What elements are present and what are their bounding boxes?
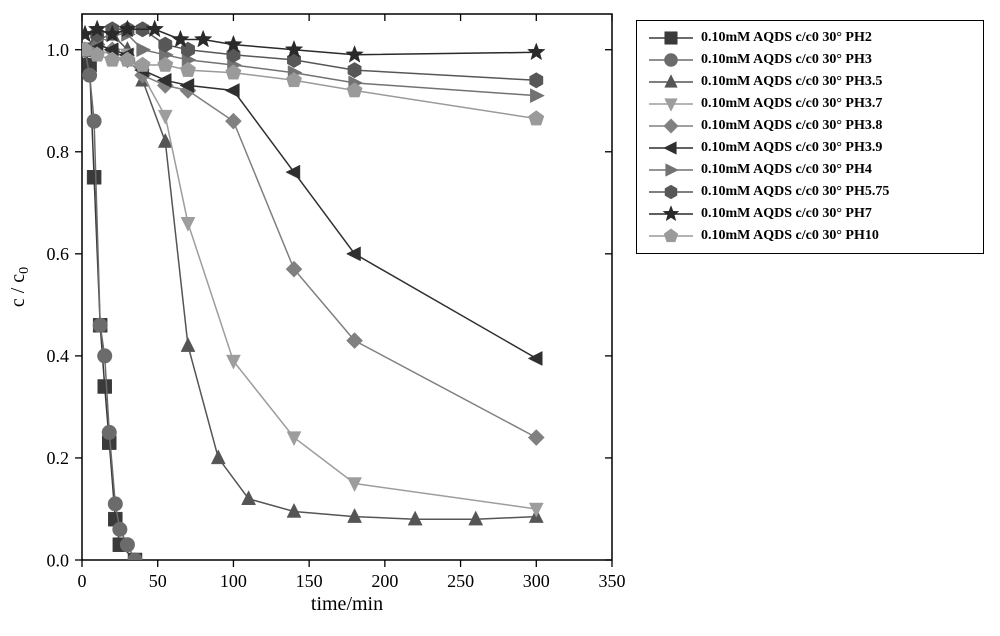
- svg-text:0.0: 0.0: [47, 550, 70, 570]
- legend-row-ph4: 0.10mM AQDS c/c0 30° PH4: [647, 159, 973, 181]
- series-ph3_7: [78, 44, 543, 517]
- svg-text:c / c0: c / c0: [7, 267, 32, 307]
- svg-text:time/min: time/min: [311, 593, 383, 615]
- legend-label: 0.10mM AQDS c/c0 30° PH3.7: [701, 96, 882, 112]
- series-group: [76, 20, 545, 567]
- legend-row-ph5_75: 0.10mM AQDS c/c0 30° PH5.75: [647, 181, 973, 203]
- legend-row-ph3_9: 0.10mM AQDS c/c0 30° PH3.9: [647, 137, 973, 159]
- legend-label: 0.10mM AQDS c/c0 30° PH4: [701, 162, 872, 178]
- legend-row-ph7: 0.10mM AQDS c/c0 30° PH7: [647, 203, 973, 225]
- svg-text:0: 0: [78, 571, 87, 591]
- legend-marker-ph3_5: [647, 71, 695, 93]
- svg-text:150: 150: [296, 571, 323, 591]
- legend-label: 0.10mM AQDS c/c0 30° PH3.9: [701, 140, 882, 156]
- svg-text:350: 350: [599, 571, 626, 591]
- legend-label: 0.10mM AQDS c/c0 30° PH10: [701, 228, 879, 244]
- legend-marker-ph3_9: [647, 137, 695, 159]
- legend-row-ph3: 0.10mM AQDS c/c0 30° PH3: [647, 49, 973, 71]
- legend-marker-ph10: [647, 225, 695, 247]
- legend-label: 0.10mM AQDS c/c0 30° PH3: [701, 52, 872, 68]
- legend-row-ph3_8: 0.10mM AQDS c/c0 30° PH3.8: [647, 115, 973, 137]
- legend-marker-ph4: [647, 159, 695, 181]
- legend-label: 0.10mM AQDS c/c0 30° PH3.8: [701, 118, 882, 134]
- svg-text:0.2: 0.2: [47, 448, 70, 468]
- legend-label: 0.10mM AQDS c/c0 30° PH3.5: [701, 74, 882, 90]
- legend-marker-ph3_7: [647, 93, 695, 115]
- svg-text:1.0: 1.0: [47, 40, 70, 60]
- series-ph3: [78, 43, 142, 567]
- svg-text:0.6: 0.6: [47, 244, 70, 264]
- svg-text:250: 250: [447, 571, 474, 591]
- series-ph3_9: [77, 38, 542, 366]
- legend-marker-ph3: [647, 49, 695, 71]
- svg-text:50: 50: [149, 571, 167, 591]
- legend-label: 0.10mM AQDS c/c0 30° PH5.75: [701, 184, 889, 200]
- legend-row-ph3_5: 0.10mM AQDS c/c0 30° PH3.5: [647, 71, 973, 93]
- svg-text:100: 100: [220, 571, 247, 591]
- legend-marker-ph5_75: [647, 181, 695, 203]
- legend-row-ph2: 0.10mM AQDS c/c0 30° PH2: [647, 27, 973, 49]
- legend-row-ph3_7: 0.10mM AQDS c/c0 30° PH3.7: [647, 93, 973, 115]
- series-ph7: [76, 20, 545, 62]
- legend-label: 0.10mM AQDS c/c0 30° PH7: [701, 206, 872, 222]
- legend-row-ph10: 0.10mM AQDS c/c0 30° PH10: [647, 225, 973, 247]
- legend-marker-ph7: [647, 203, 695, 225]
- legend-marker-ph3_8: [647, 115, 695, 137]
- svg-text:200: 200: [371, 571, 398, 591]
- svg-text:0.4: 0.4: [47, 346, 70, 366]
- series-ph3_8: [77, 37, 544, 446]
- legend-label: 0.10mM AQDS c/c0 30° PH2: [701, 30, 872, 46]
- svg-text:300: 300: [523, 571, 550, 591]
- legend-marker-ph2: [647, 27, 695, 49]
- legend: 0.10mM AQDS c/c0 30° PH2 0.10mM AQDS c/c0…: [636, 20, 984, 254]
- svg-text:0.8: 0.8: [47, 142, 70, 162]
